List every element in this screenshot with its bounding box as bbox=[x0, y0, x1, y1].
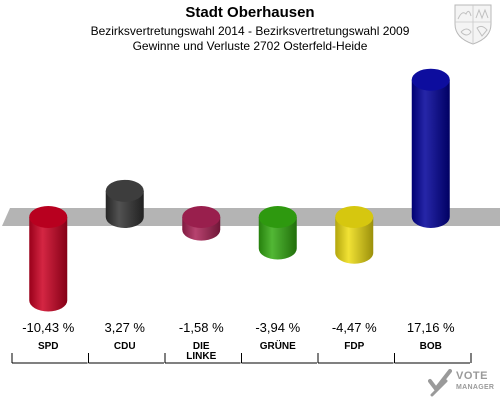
vote-manager-wordmark: VOTE MANAGER bbox=[456, 371, 494, 393]
bar-body bbox=[258, 217, 297, 260]
value-label: 17,16 % bbox=[407, 320, 455, 335]
value-label: -10,43 % bbox=[22, 320, 74, 335]
bar-cap bbox=[29, 206, 68, 228]
category-label: DIE bbox=[193, 341, 210, 352]
value-label: -1,58 % bbox=[179, 320, 224, 335]
bar-bob bbox=[411, 68, 450, 229]
chart-title: Stadt Oberhausen bbox=[185, 4, 315, 21]
category-label: FDP bbox=[344, 341, 364, 352]
vote-manager-logo-icon bbox=[428, 369, 452, 397]
bar-cap bbox=[182, 206, 221, 228]
category-label: SPD bbox=[38, 341, 59, 352]
category-label: GRÜNE bbox=[260, 339, 296, 352]
category-label: CDU bbox=[114, 341, 136, 352]
coat-of-arms-icon bbox=[454, 4, 492, 45]
chart-subtitle-election: Bezirksvertretungswahl 2014 - Bezirksver… bbox=[90, 24, 410, 38]
vote-manager-logo: VOTE MANAGER bbox=[428, 369, 498, 397]
bar-grüne bbox=[258, 206, 297, 260]
value-label: -3,94 % bbox=[255, 320, 300, 335]
brand-line-manager: MANAGER bbox=[456, 384, 495, 391]
bar-body bbox=[29, 217, 68, 312]
value-label: -4,47 % bbox=[332, 320, 377, 335]
category-label: BOB bbox=[420, 341, 442, 352]
bar-cap bbox=[411, 68, 450, 91]
bar-body bbox=[411, 79, 450, 229]
bar-body bbox=[335, 217, 374, 264]
bar-die-linke bbox=[182, 206, 221, 241]
value-label: 3,27 % bbox=[105, 320, 146, 335]
chart-subtitle-district: Gewinne und Verluste 2702 Osterfeld-Heid… bbox=[132, 39, 368, 53]
bar-cdu bbox=[105, 179, 144, 229]
bar-fdp bbox=[335, 206, 374, 264]
bar-cap bbox=[335, 206, 374, 228]
category-label: LINKE bbox=[186, 351, 216, 362]
bar-cap bbox=[258, 206, 297, 228]
bar-spd bbox=[29, 206, 68, 312]
bar-cap bbox=[105, 179, 144, 202]
brand-line-vote: VOTE bbox=[456, 370, 488, 382]
